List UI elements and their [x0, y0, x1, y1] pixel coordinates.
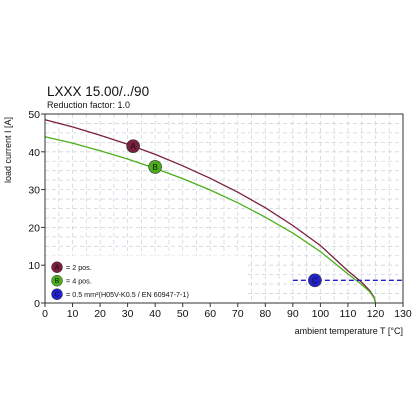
legend-marker-c: [51, 288, 63, 300]
series-marker-letter: B: [152, 163, 157, 172]
series-markers: A B C: [126, 139, 322, 288]
x-axis-label: ambient temperature T [°C]: [295, 326, 403, 336]
legend: A = 2 pos. B = 4 pos. C = 0.5 mm²(H05V-K0.5 /…: [46, 255, 246, 302]
chart-subtitle: Reduction factor: 1.0: [47, 100, 130, 110]
legend-label-a: = 2 pos.: [66, 263, 92, 272]
legend-marker-letter: A: [55, 265, 60, 272]
legend-marker-b: [51, 274, 63, 287]
series-marker-b: [148, 160, 162, 174]
x-tick-labels: 0 10 20 30 40 50 60 70 80 90 100 110 120 130: [42, 303, 412, 320]
series-marker-a: [126, 139, 140, 153]
legend-marker-letter: C: [54, 292, 59, 299]
x-tick-label: 40: [149, 308, 161, 320]
series-marker-c: [308, 273, 322, 288]
x-tick-label: 30: [122, 308, 134, 320]
x-tick-label: 80: [259, 308, 271, 320]
x-tick-label: 50: [177, 308, 189, 320]
y-tick-label: 40: [28, 147, 40, 159]
y-axis-label: load current I [A]: [3, 117, 13, 183]
x-tick-label: 70: [232, 308, 244, 320]
series-marker-letter: A: [130, 142, 136, 151]
y-tick-label: 0: [34, 298, 40, 310]
x-tick-label: 110: [340, 308, 357, 320]
x-tick-label: 90: [287, 308, 299, 320]
legend-box: [46, 255, 246, 302]
x-tick-label: 20: [94, 308, 106, 320]
chart-title: LXXX 15.00/../90: [47, 84, 149, 99]
x-tick-label: 100: [312, 308, 330, 320]
legend-marker-letter: B: [55, 278, 60, 285]
y-tick-label: 50: [28, 109, 40, 121]
series-marker-letter: C: [312, 276, 318, 285]
y-tick-label: 20: [28, 222, 40, 234]
y-tick-label: 10: [28, 260, 40, 272]
plot-frame: [44, 113, 404, 304]
legend-label-b: = 4 pos.: [66, 277, 92, 286]
x-tick-label: 120: [367, 308, 385, 320]
series-line-b: [44, 136, 377, 304]
x-tick-label: 60: [204, 308, 216, 320]
x-tick-label: 0: [42, 308, 48, 320]
legend-marker-a: [51, 261, 63, 273]
y-tick-label: 30: [28, 185, 40, 197]
legend-label-c: = 0.5 mm²(H05V-K0.5 / EN 60947-7-1): [66, 290, 189, 299]
x-tick-label: 10: [67, 308, 79, 320]
y-tick-labels: 0 10 20 30 40 50: [28, 109, 45, 310]
x-tick-label: 130: [394, 308, 412, 320]
series-line-a: [44, 119, 377, 304]
